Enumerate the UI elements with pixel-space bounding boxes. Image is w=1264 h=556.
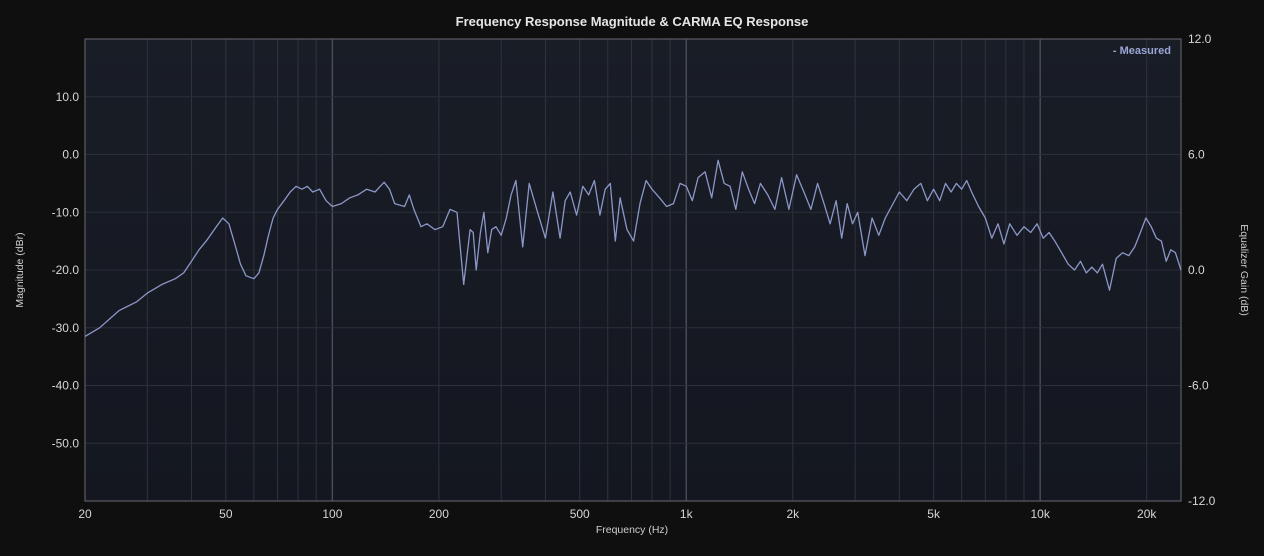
y2-tick-label: -12.0	[1188, 494, 1216, 508]
y2-axis-label: Equalizer Gain (dB)	[1238, 224, 1250, 316]
x-tick-label: 50	[219, 507, 233, 521]
x-axis-label: Frequency (Hz)	[596, 524, 668, 536]
y-axis-label: Magnitude (dBr)	[14, 232, 26, 307]
y-tick-label: 0.0	[62, 148, 79, 162]
chart-title: Frequency Response Magnitude & CARMA EQ …	[456, 14, 809, 29]
y2-tick-label: 0.0	[1188, 263, 1205, 277]
tick-labels: 20 50 100 200 500 1k 2k 5k 10k 20k 10.0 0.0 -10.0 -20…	[52, 32, 1216, 521]
x-tick-label: 1k	[680, 507, 694, 521]
x-tick-label: 20	[78, 507, 92, 521]
x-tick-label: 2k	[786, 507, 800, 521]
y-tick-label: -50.0	[52, 436, 80, 450]
x-tick-label: 5k	[927, 507, 941, 521]
y-tick-label: 10.0	[56, 90, 80, 104]
y2-tick-label: 12.0	[1188, 32, 1212, 46]
x-tick-label: 200	[429, 507, 449, 521]
x-tick-label: 10k	[1030, 507, 1050, 521]
x-tick-label: 500	[570, 507, 590, 521]
legend-entry-measured: - Measured	[1113, 45, 1171, 57]
x-tick-label: 20k	[1137, 507, 1157, 521]
grid	[85, 39, 1181, 501]
y2-tick-label: 6.0	[1188, 148, 1205, 162]
y-tick-label: -40.0	[52, 379, 80, 393]
y-tick-label: -30.0	[52, 321, 80, 335]
y-tick-label: -10.0	[52, 205, 80, 219]
y-tick-label: -20.0	[52, 263, 80, 277]
measured-series-line	[84, 159, 1182, 337]
y2-tick-label: -6.0	[1188, 379, 1209, 393]
x-tick-label: 100	[322, 507, 342, 521]
